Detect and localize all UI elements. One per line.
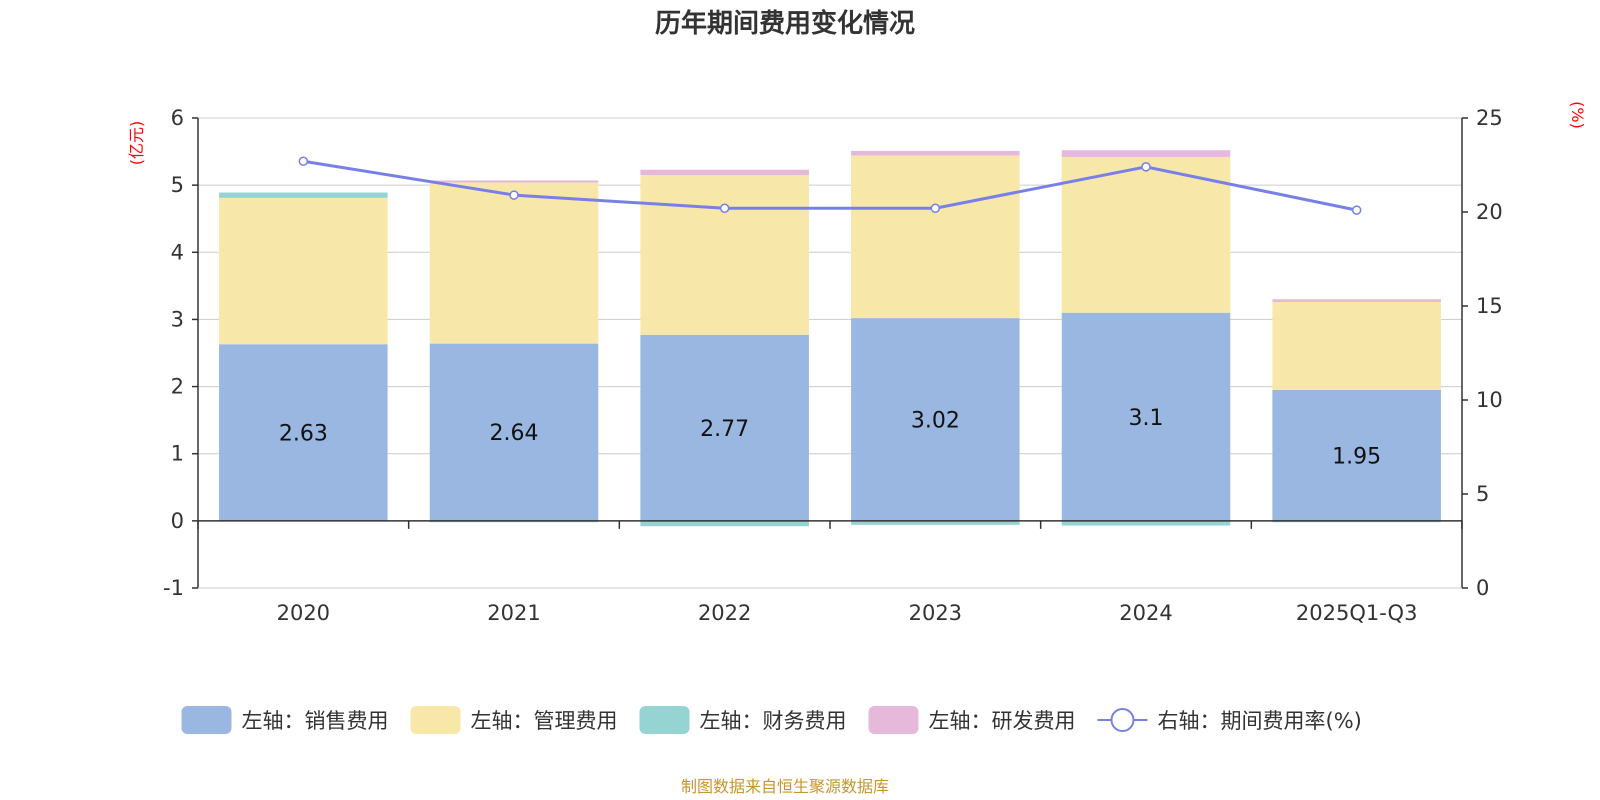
data-label-2025Q1-Q3: 1.95	[1332, 444, 1381, 469]
bar-1-2020	[219, 344, 388, 521]
legend-line-marker	[1110, 708, 1135, 732]
data-label-2023: 3.02	[911, 408, 960, 433]
legend-swatch-4	[868, 706, 919, 734]
bar-2-2025Q1-Q3	[1272, 301, 1441, 390]
legend-label-5: 右轴：期间费用率(%)	[1158, 709, 1362, 733]
rate-point-2021	[509, 190, 519, 200]
rate-point-2025Q1-Q3	[1351, 205, 1362, 215]
rate-point-2023	[930, 203, 941, 213]
rate-point-2024	[1141, 162, 1151, 172]
legend-swatch-1	[181, 706, 232, 734]
bar-4-2025Q1-Q3	[1272, 299, 1441, 302]
data-label-2021: 2.64	[490, 421, 539, 446]
rate-point-2022	[719, 203, 730, 213]
left-tick-label: 0	[171, 509, 184, 533]
rate-line-path	[303, 159, 1357, 212]
legend-swatch-2	[410, 706, 461, 734]
bar-2-2023	[851, 155, 1020, 319]
left-tick-label: -1	[163, 576, 184, 600]
bar-3-2022	[640, 520, 809, 527]
bar-1-2021	[429, 343, 599, 521]
bar-2-2022	[640, 175, 809, 335]
legend-swatch-3	[639, 706, 690, 734]
legend-label-4: 左轴：研发费用	[929, 709, 1076, 733]
bar-4-2022	[640, 169, 809, 176]
left-tick-label: 3	[171, 307, 184, 331]
bars	[219, 150, 1441, 527]
left-tick-label: 4	[171, 240, 184, 264]
bar-1-2023	[851, 318, 1020, 521]
data-label-2022: 2.77	[700, 417, 749, 442]
category-label: 2023	[909, 601, 962, 625]
bar-4-2023	[851, 150, 1020, 156]
rate-point-2020	[298, 156, 309, 166]
data-label-2024: 3.1	[1129, 406, 1164, 431]
legend-label-1: 左轴：销售费用	[242, 709, 389, 733]
bar-2-2021	[429, 182, 599, 344]
left-tick-label: 1	[171, 442, 184, 466]
left-tick-label: 2	[171, 375, 184, 399]
bar-4-2021	[429, 180, 599, 183]
axes: -1 0 1 2 3 4 5 6 0 5 10 15 20 25 2020 2021 2022 2023 2024 2…	[163, 106, 1503, 625]
right-tick-label: 25	[1476, 106, 1503, 130]
right-tick-label: 10	[1476, 388, 1503, 412]
grid	[198, 117, 1462, 589]
right-tick-label: 20	[1476, 200, 1503, 224]
bar-2-2024	[1061, 156, 1231, 313]
chart-title: 历年期间费用变化情况	[655, 8, 915, 39]
left-tick-label: 5	[171, 173, 184, 197]
legend-label-3: 左轴：财务费用	[700, 709, 847, 733]
bar-4-2024	[1061, 150, 1231, 157]
data-labels: 2.63 2.64 2.77 3.02 3.1 1.95	[279, 406, 1381, 470]
category-label: 2021	[487, 601, 540, 625]
right-tick-label: 5	[1476, 482, 1489, 506]
legend: 左轴：销售费用 左轴：管理费用 左轴：财务费用 左轴：研发费用 右轴：期间费用率(%)	[181, 706, 1362, 734]
category-label: 2024	[1119, 601, 1172, 625]
bar-3-2024	[1061, 520, 1231, 526]
right-tick-label: 0	[1476, 576, 1489, 600]
bar-1-2022	[640, 334, 809, 521]
source-note: 制图数据来自恒生聚源数据库	[681, 777, 889, 796]
bar-3-2020	[219, 192, 388, 198]
bar-1-2024	[1061, 312, 1231, 521]
data-label-2020: 2.63	[279, 422, 328, 447]
category-label: 2025Q1-Q3	[1296, 601, 1418, 625]
legend-label-2: 左轴：管理费用	[471, 709, 618, 733]
left-tick-label: 6	[171, 106, 184, 130]
bar-1-2025Q1-Q3	[1272, 389, 1441, 521]
right-tick-label: 15	[1476, 294, 1503, 318]
right-axis-unit: (%)	[1568, 101, 1587, 129]
rate-line	[298, 156, 1362, 215]
bar-2-2020	[219, 197, 388, 345]
category-label: 2022	[698, 601, 751, 625]
left-axis-unit: (亿元)	[127, 121, 146, 166]
category-label: 2020	[277, 601, 330, 625]
bar-3-2023	[851, 520, 1020, 525]
